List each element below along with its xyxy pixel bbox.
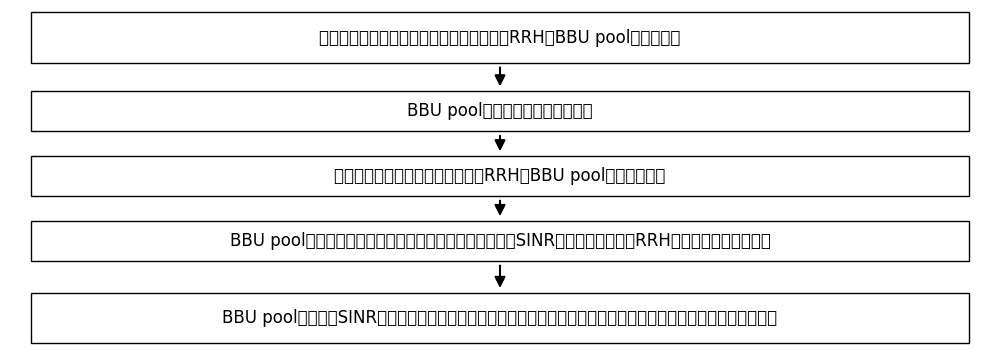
- FancyBboxPatch shape: [31, 156, 969, 196]
- Text: 每个用户根据就近原则，分别通过RRH向BBU pool发送业务请求: 每个用户根据就近原则，分别通过RRH向BBU pool发送业务请求: [334, 167, 666, 185]
- Text: BBU pool根据业务请求类型，分别为每个用户设定最低的SINR门限；并测量每个RRH到每个用户的信道信息: BBU pool根据业务请求类型，分别为每个用户设定最低的SINR门限；并测量每…: [230, 232, 770, 250]
- Text: BBU pool感知系统模型的网络信息: BBU pool感知系统模型的网络信息: [407, 102, 593, 120]
- FancyBboxPatch shape: [31, 221, 969, 261]
- FancyBboxPatch shape: [31, 12, 969, 63]
- Text: BBU pool根据最低SINR门限、信道信息以及感知的网络信息，使用启发式算法计算下行波束成形向量以及小区附着: BBU pool根据最低SINR门限、信道信息以及感知的网络信息，使用启发式算法…: [222, 309, 778, 327]
- FancyBboxPatch shape: [31, 293, 969, 344]
- FancyBboxPatch shape: [31, 91, 969, 131]
- Text: 针对某个下行的云无线接入网，建立用户，RRH和BBU pool的系统模型: 针对某个下行的云无线接入网，建立用户，RRH和BBU pool的系统模型: [319, 29, 681, 46]
